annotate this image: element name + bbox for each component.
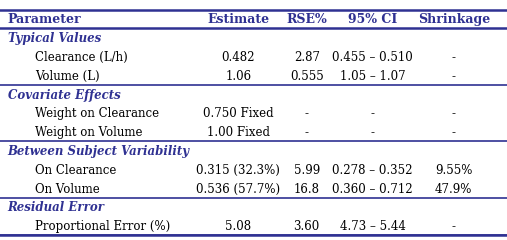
Text: -: - — [452, 70, 456, 83]
Text: -: - — [371, 108, 375, 120]
Text: Shrinkage: Shrinkage — [418, 13, 490, 26]
Text: 3.60: 3.60 — [294, 220, 320, 233]
Text: On Volume: On Volume — [35, 183, 100, 196]
Text: Clearance (L/h): Clearance (L/h) — [35, 51, 128, 64]
Text: -: - — [452, 108, 456, 120]
Text: 0.555: 0.555 — [290, 70, 323, 83]
Text: 1.05 – 1.07: 1.05 – 1.07 — [340, 70, 406, 83]
Text: 2.87: 2.87 — [294, 51, 320, 64]
Text: 0.482: 0.482 — [222, 51, 255, 64]
Text: -: - — [452, 51, 456, 64]
Text: 0.360 – 0.712: 0.360 – 0.712 — [332, 183, 413, 196]
Text: 95% CI: 95% CI — [348, 13, 397, 26]
Text: Estimate: Estimate — [207, 13, 269, 26]
Text: Covariate Effects: Covariate Effects — [8, 89, 120, 102]
Text: On Clearance: On Clearance — [35, 164, 117, 177]
Text: Weight on Volume: Weight on Volume — [35, 126, 143, 139]
Text: Volume (L): Volume (L) — [35, 70, 100, 83]
Text: 47.9%: 47.9% — [435, 183, 473, 196]
Text: 16.8: 16.8 — [294, 183, 320, 196]
Text: 0.536 (57.7%): 0.536 (57.7%) — [196, 183, 280, 196]
Text: 1.06: 1.06 — [225, 70, 251, 83]
Text: 4.73 – 5.44: 4.73 – 5.44 — [340, 220, 406, 233]
Text: Typical Values: Typical Values — [8, 32, 101, 45]
Text: -: - — [305, 126, 309, 139]
Text: 0.750 Fixed: 0.750 Fixed — [203, 108, 274, 120]
Text: Residual Error: Residual Error — [8, 201, 104, 215]
Text: 9.55%: 9.55% — [435, 164, 473, 177]
Text: 1.00 Fixed: 1.00 Fixed — [207, 126, 270, 139]
Text: 5.99: 5.99 — [294, 164, 320, 177]
Text: -: - — [371, 126, 375, 139]
Text: 5.08: 5.08 — [225, 220, 251, 233]
Text: Between Subject Variability: Between Subject Variability — [8, 145, 190, 158]
Text: -: - — [305, 108, 309, 120]
Text: 0.455 – 0.510: 0.455 – 0.510 — [332, 51, 413, 64]
Text: -: - — [452, 126, 456, 139]
Text: 0.278 – 0.352: 0.278 – 0.352 — [333, 164, 413, 177]
Text: 0.315 (32.3%): 0.315 (32.3%) — [196, 164, 280, 177]
Text: Parameter: Parameter — [8, 13, 81, 26]
Text: RSE%: RSE% — [286, 13, 327, 26]
Text: Weight on Clearance: Weight on Clearance — [35, 108, 160, 120]
Text: -: - — [452, 220, 456, 233]
Text: Proportional Error (%): Proportional Error (%) — [35, 220, 171, 233]
